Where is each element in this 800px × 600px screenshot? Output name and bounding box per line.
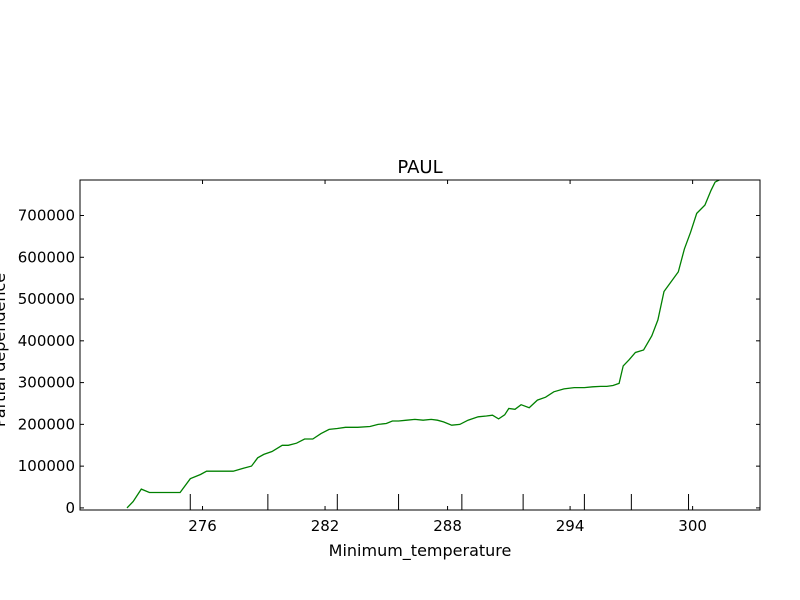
y-tick-label: 200000 <box>18 415 75 433</box>
x-tick-label: 276 <box>188 517 217 535</box>
rug-ticks <box>189 494 690 510</box>
y-axis-label: Partial dependence <box>0 273 9 427</box>
chart-title: PAUL <box>397 157 442 178</box>
y-axis: 0 100000 200000 300000 400000 500000 600000 700… <box>18 207 760 517</box>
y-tick-label: 700000 <box>18 207 75 225</box>
y-tick-label: 0 <box>65 499 75 517</box>
x-tick-label: 300 <box>678 517 707 535</box>
x-tick-label: 282 <box>311 517 340 535</box>
x-tick-label: 294 <box>556 517 585 535</box>
x-tick-label: 288 <box>433 517 462 535</box>
y-tick-label: 600000 <box>18 248 75 266</box>
x-axis: 276 282 288 294 300 <box>188 180 707 535</box>
x-axis-label: Minimum_temperature <box>329 541 512 561</box>
plot-area <box>79 179 761 511</box>
y-tick-label: 100000 <box>18 457 75 475</box>
y-tick-label: 400000 <box>18 332 75 350</box>
plot-frame <box>79 179 761 511</box>
series-line-0 <box>126 180 720 509</box>
y-tick-label: 300000 <box>18 374 75 392</box>
y-tick-label: 500000 <box>18 290 75 308</box>
